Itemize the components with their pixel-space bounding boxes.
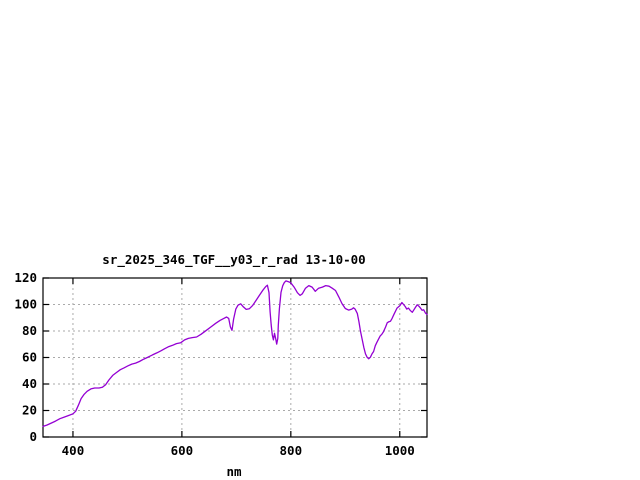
y-tick-label: 20 [22,403,37,418]
x-tick-label: 400 [62,443,85,458]
x-axis-label: nm [226,464,242,479]
spectrum-line [42,280,428,428]
y-tick-label: 40 [22,376,37,391]
x-tick-label: 800 [280,443,303,458]
y-tick-label: 120 [14,270,37,285]
y-tick-label: 100 [14,297,37,312]
chart-title: sr_2025_346_TGF__y03_r_rad 13-10-00 [102,252,365,268]
x-tick-label: 1000 [385,443,415,458]
y-tick-label: 60 [22,350,37,365]
x-tick-label: 600 [171,443,194,458]
y-tick-label: 0 [29,429,37,444]
y-tick-label: 80 [22,323,37,338]
